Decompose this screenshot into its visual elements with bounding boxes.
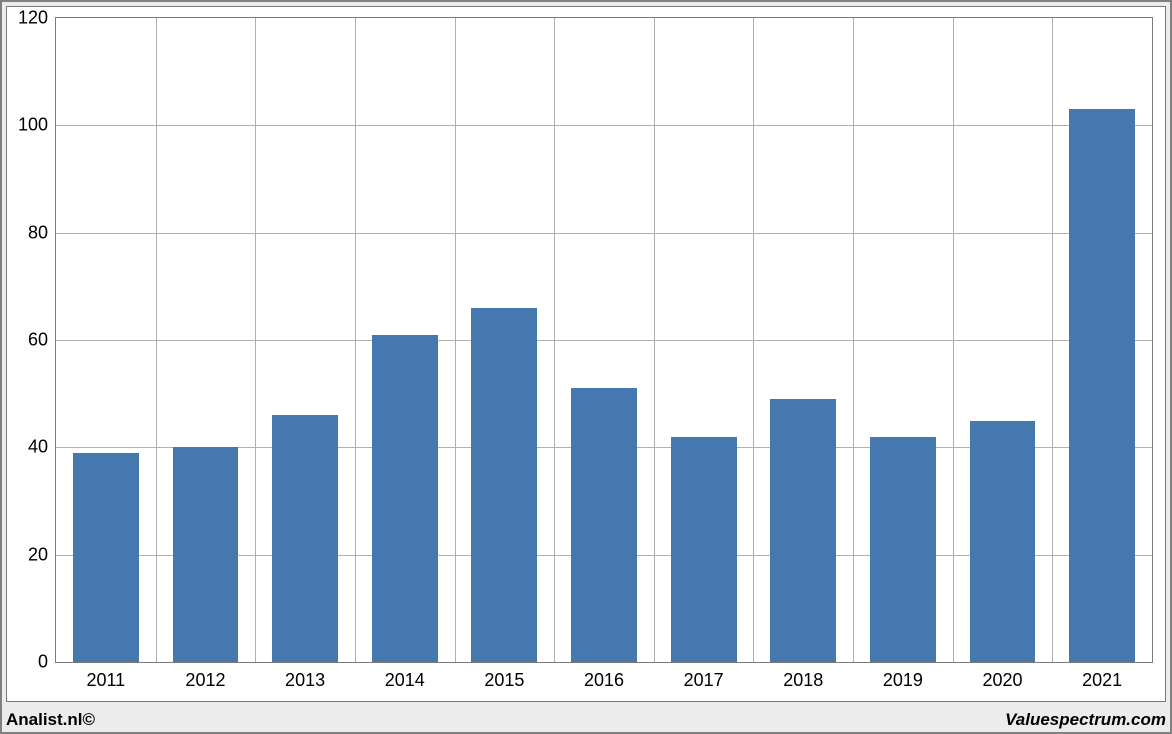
gridline-vertical [355,18,356,662]
bar [870,437,936,662]
y-tick-label: 0 [38,652,56,673]
chart-inner-panel: 0 20 40 60 80 100 120 2011 2012 2013 2014 2015 2016 2… [6,6,1166,702]
x-tick-label: 2015 [484,662,524,691]
footer-right-credit: Valuespectrum.com [1005,710,1166,730]
gridline-horizontal [56,125,1152,126]
x-tick-label: 2017 [684,662,724,691]
y-tick-label: 40 [28,437,56,458]
x-tick-label: 2011 [86,662,125,691]
footer-left-credit: Analist.nl© [6,710,95,730]
x-tick-label: 2013 [285,662,325,691]
y-tick-label: 80 [28,222,56,243]
bar [173,447,239,662]
x-tick-label: 2014 [385,662,425,691]
bar [1069,109,1135,662]
bar [272,415,338,662]
gridline-vertical [853,18,854,662]
bar [471,308,537,662]
plot-area: 0204060801001202011201220132014201520162… [55,17,1153,663]
bar [372,335,438,662]
y-tick-label: 100 [18,115,56,136]
gridline-vertical [953,18,954,662]
y-tick-label: 120 [18,8,56,29]
gridline-vertical [1052,18,1053,662]
x-tick-label: 2018 [783,662,823,691]
x-tick-label: 2019 [883,662,923,691]
gridline-horizontal [56,340,1152,341]
footer: Analist.nl© Valuespectrum.com [6,708,1166,730]
gridline-vertical [753,18,754,662]
x-tick-label: 2020 [983,662,1023,691]
gridline-vertical [554,18,555,662]
bar [73,453,139,662]
gridline-vertical [255,18,256,662]
chart-outer-frame: 0 20 40 60 80 100 120 2011 2012 2013 2014 2015 2016 2… [0,0,1172,734]
bar [671,437,737,662]
gridline-vertical [156,18,157,662]
bar [770,399,836,662]
gridline-vertical [455,18,456,662]
bar [571,388,637,662]
gridline-vertical [654,18,655,662]
gridline-horizontal [56,233,1152,234]
x-tick-label: 2016 [584,662,624,691]
y-tick-label: 60 [28,330,56,351]
x-tick-label: 2021 [1082,662,1122,691]
y-tick-label: 20 [28,544,56,565]
bar [970,421,1036,663]
x-tick-label: 2012 [185,662,225,691]
